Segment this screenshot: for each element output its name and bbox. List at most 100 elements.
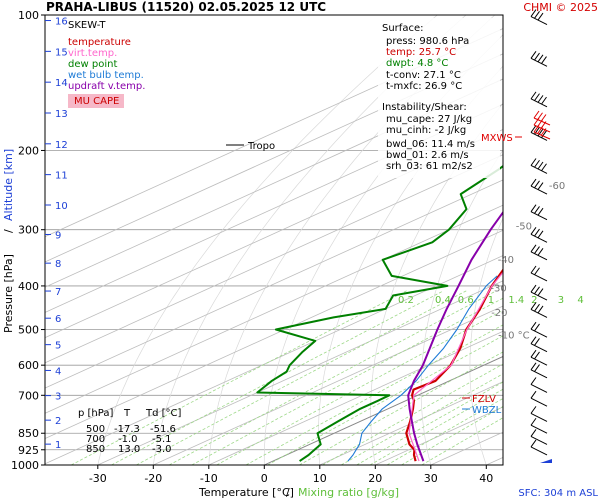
x-tick-label: -20 [144,472,162,485]
table-cell: 700 [86,434,105,445]
table-header-td: Td [°C] [145,408,182,419]
x-axis-separator: / [286,486,290,499]
x-tick-label: 40 [479,472,493,485]
isotherm-label: -20 [491,308,507,319]
alt-tick-label: 16 [55,17,68,28]
y-axis-label-alt: Altitude [km] [2,149,15,221]
isotherm-line [208,330,503,465]
isotherm-line [153,305,503,465]
wind-barb [530,417,548,434]
dry-adiabat [370,102,503,465]
wind-barb [530,377,548,393]
wbzl-marker: WBZL [462,405,502,416]
table-cell: -51.6 [150,424,176,435]
mu-cape: mu_cape: 27 J/kg [386,114,472,125]
y-axis-separator: / [2,229,15,233]
alt-tick-label: 9 [55,231,61,242]
legend-wet-bulb: wet bulb temp. [68,70,144,81]
bwd-06: bwd_06: 11.4 m/s [386,139,475,150]
y-tick-label: 1000 [11,459,39,472]
wind-barb [530,336,548,353]
mixing-ratio-line [369,388,503,465]
t-conv: t-conv: 27.1 °C [386,70,461,81]
mixing-ratio-line [356,381,503,465]
copyright-text: CHMI © 2025 [523,1,598,14]
isotherm-line [319,381,503,465]
isotherm-line [45,179,503,389]
y-tick-label: 700 [18,389,39,402]
x-axis-label: Temperature [°C] [198,486,294,499]
table-cell: 13.0 [118,444,140,455]
mixing-ratio-label: 0.6 [458,295,474,306]
mixing-ratio-label: 0.4 [435,295,451,306]
wind-barb [530,227,548,243]
mxws-barb [533,110,551,126]
isotherm-line [45,28,503,238]
y-tick-label: 200 [18,145,39,158]
isotherm-line [45,204,503,414]
mixing-ratio-line [245,324,503,465]
isotherm-label: -10 °C [498,330,530,341]
axes-layer: -80 °C-70-60-50-40-30-20-10 °C0.20.40.61… [11,9,584,485]
mxws-marker: MXWS [481,133,522,144]
dry-adiabat [97,15,438,465]
dry-adiabat [517,15,600,465]
alt-tick-label: 1 [55,440,61,451]
wind-barb [530,390,548,407]
tropo-label: Tropo [247,141,275,152]
x-axis-label-mixing: Mixing ratio [g/kg] [298,486,399,499]
wind-barb [530,9,548,25]
dry-adiabat [263,34,503,465]
alt-tick-label: 5 [55,341,61,352]
mixing-ratio-label: 0.2 [398,295,414,306]
mixing-ratio-label: 1 [488,295,494,306]
wind-barb [530,178,548,195]
alt-tick-label: 2 [55,416,61,427]
mixing-ratio-line [267,335,503,465]
mixing-ratio-line [322,363,503,465]
mixing-ratio-label: 3 [558,295,564,306]
alt-tick-label: 11 [55,171,68,182]
table-cell: 500 [86,424,105,435]
series-wet-bulb-temp [347,275,498,462]
x-tick-label: 30 [424,472,438,485]
wind-barb [530,349,548,366]
y-tick-label: 100 [18,9,39,22]
mixing-ratio-line [71,290,407,465]
mixing-ratio-line [421,417,503,465]
surface-panel: Surface: press: 980.6 hPa temp: 25.7 °C … [378,18,500,178]
isotherm-line [45,229,503,439]
y-tick-label: 850 [18,427,39,440]
isotherm-line [45,103,503,313]
legend: SKEW-T temperature virt.temp. dew point … [68,20,145,108]
legend-dew-point: dew point [68,59,117,70]
legend-heading: SKEW-T [68,20,106,31]
wind-barb [530,91,548,108]
surface-temp: temp: 25.7 °C [386,47,456,58]
wind-barbs [530,9,552,463]
fzlv-marker: FZLV [462,394,496,405]
mixing-ratio-line [401,406,503,465]
isotherm-label: -40 [498,255,514,266]
mxws-label: MXWS [481,133,513,144]
table-cell: -1.0 [118,434,138,445]
sfc-label: SFC: 304 m ASL [518,488,598,499]
fzlv-label: FZLV [472,394,496,405]
y-tick-label: 600 [18,359,39,372]
table-cell: 850 [86,444,105,455]
alt-tick-label: 13 [55,109,68,120]
dry-adiabat [152,15,467,465]
wind-barb [530,362,548,379]
mixing-ratio-line [169,290,497,465]
y-tick-label: 500 [18,324,39,337]
x-tick-label: 0 [261,472,268,485]
wbzl-label: WBZL [472,405,502,416]
alt-tick-label: 4 [55,366,61,377]
alt-tick-label: 14 [55,78,68,89]
zero-isotherm [264,356,503,465]
mu-cape-badge [68,94,124,108]
wind-barb [530,265,548,282]
dry-adiabat [469,216,503,465]
